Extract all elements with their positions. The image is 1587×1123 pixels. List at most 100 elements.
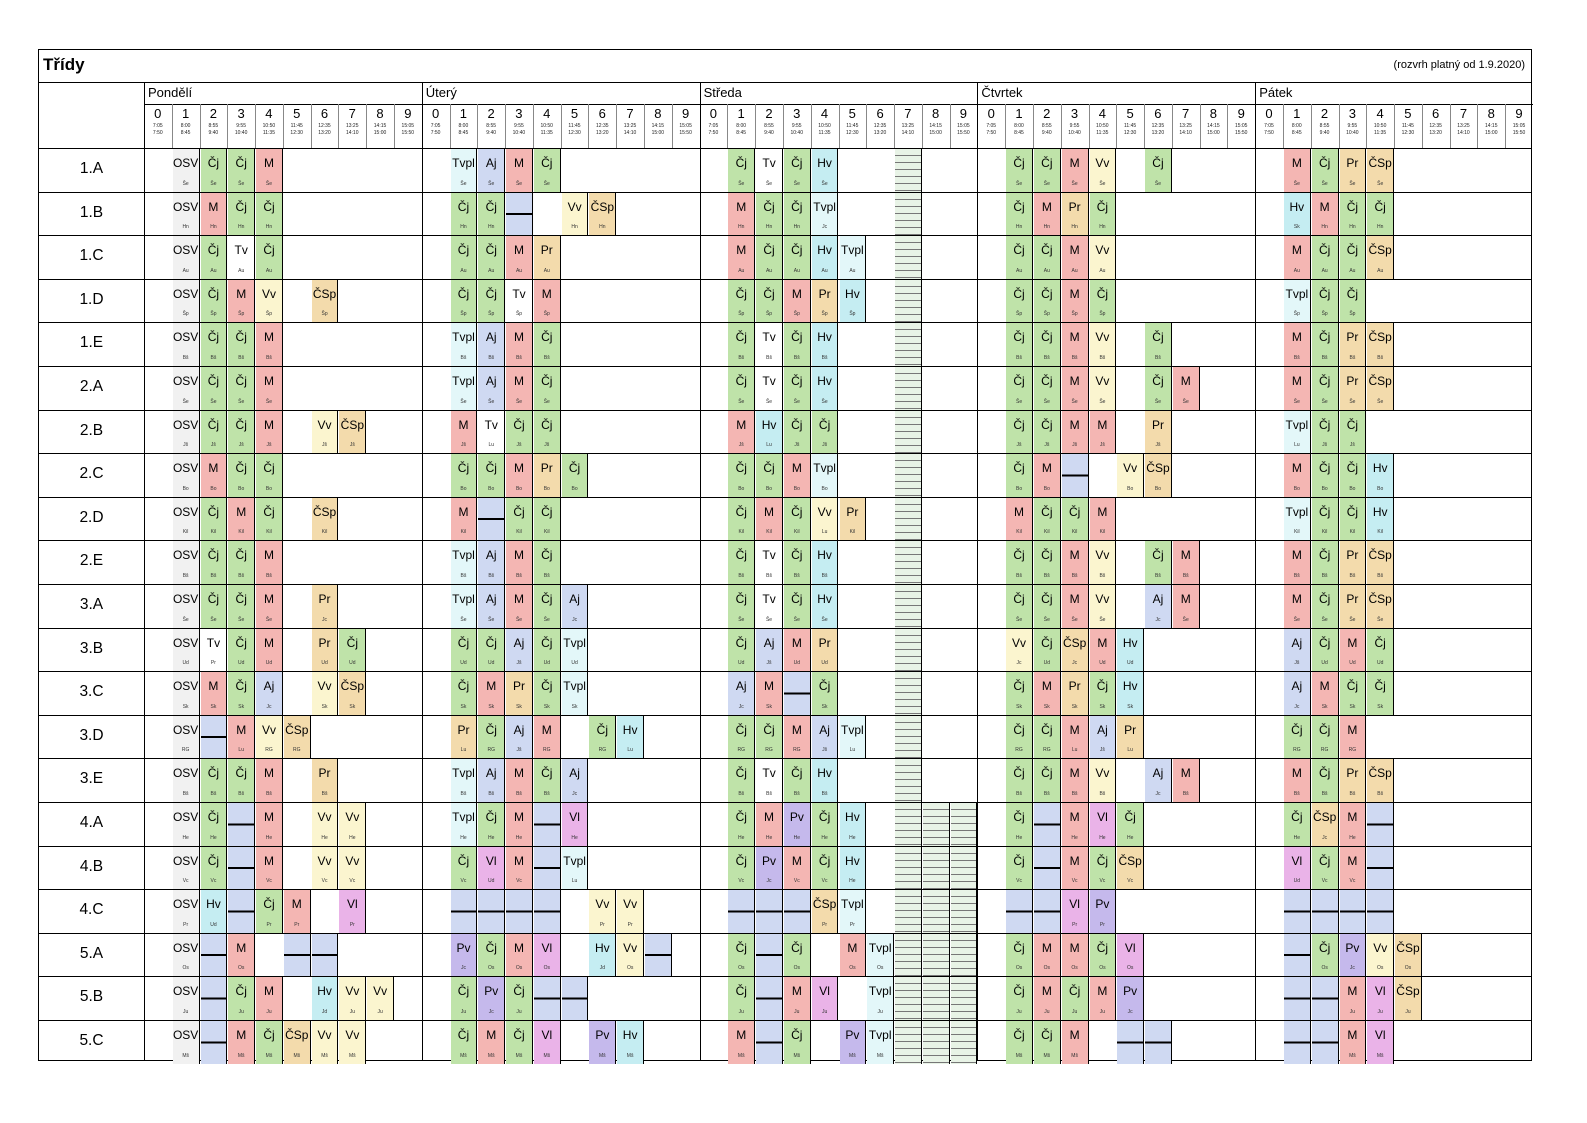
lesson-cell[interactable]: Čj Ud bbox=[533, 628, 561, 672]
split-lesson-cell[interactable] bbox=[561, 977, 589, 1020]
lesson-cell[interactable]: Vv Bš bbox=[1089, 759, 1117, 802]
lesson-cell[interactable]: Vv RG bbox=[256, 715, 283, 759]
lesson-cell[interactable]: Aj Jš bbox=[1089, 715, 1117, 759]
lesson-cell[interactable]: Pr Bš bbox=[311, 759, 339, 802]
lesson-cell[interactable]: Čj Šp bbox=[450, 279, 478, 323]
lesson-cell[interactable]: Čj Še bbox=[533, 149, 561, 192]
lesson-cell[interactable]: Čj Še bbox=[228, 585, 256, 628]
lesson-cell[interactable]: Čj Sk bbox=[1339, 672, 1367, 715]
lesson-cell[interactable]: ČSp Bš bbox=[1367, 323, 1395, 366]
lesson-cell[interactable]: Čj Jš bbox=[533, 410, 561, 454]
lesson-cell[interactable]: Pv Jc bbox=[756, 846, 783, 890]
lesson-cell[interactable]: ČSp Šp bbox=[311, 279, 339, 323]
lesson-cell[interactable]: M Mš bbox=[228, 1021, 256, 1064]
lesson-cell[interactable]: Aj Jš bbox=[506, 715, 533, 759]
lesson-cell[interactable]: M RG bbox=[1339, 715, 1367, 759]
lesson-cell[interactable]: M Še bbox=[1061, 367, 1089, 410]
lesson-cell[interactable]: M He bbox=[1339, 803, 1367, 846]
lesson-cell[interactable]: Vl Pr bbox=[339, 890, 367, 933]
lesson-cell[interactable]: Pr Jš bbox=[1145, 410, 1172, 454]
stacked-lesson-cell[interactable] bbox=[922, 803, 950, 846]
lesson-cell[interactable]: Aj Jc bbox=[1145, 759, 1172, 802]
lesson-cell[interactable]: Čj Bš bbox=[1311, 759, 1339, 802]
lesson-cell[interactable]: M Še bbox=[256, 367, 283, 410]
split-lesson-cell[interactable] bbox=[1367, 890, 1395, 933]
lesson-cell[interactable]: Čj RG bbox=[756, 715, 783, 759]
lesson-cell[interactable]: M Kil bbox=[228, 497, 256, 541]
lesson-cell[interactable]: M Vc bbox=[506, 846, 533, 890]
lesson-cell[interactable]: Čj He bbox=[1117, 803, 1145, 846]
split-lesson-cell[interactable] bbox=[200, 933, 228, 977]
lesson-cell[interactable]: Čj Še bbox=[1033, 585, 1061, 628]
lesson-cell[interactable]: M Sk bbox=[1033, 672, 1061, 715]
lesson-cell[interactable]: Čj Bš bbox=[1006, 759, 1033, 802]
lesson-cell[interactable]: M Mš bbox=[1061, 1021, 1089, 1064]
lesson-cell[interactable]: Čj Mš bbox=[1006, 1021, 1033, 1064]
lesson-cell[interactable]: Aj Jc bbox=[728, 672, 756, 715]
lesson-cell[interactable]: Aj Še bbox=[478, 585, 506, 628]
lesson-cell[interactable]: Čj Sk bbox=[450, 672, 478, 715]
lesson-cell[interactable]: Vl Ju bbox=[811, 977, 839, 1020]
lesson-cell[interactable]: Čj Au bbox=[1033, 236, 1061, 279]
lesson-cell[interactable]: M Bš bbox=[1283, 541, 1311, 584]
lesson-cell[interactable]: Vv Ju bbox=[339, 977, 367, 1020]
lesson-cell[interactable]: Vv Pr bbox=[589, 890, 617, 933]
lesson-cell[interactable]: Čj Šp bbox=[756, 279, 783, 323]
lesson-cell[interactable]: Čj RG bbox=[589, 715, 617, 759]
split-lesson-cell[interactable] bbox=[228, 803, 256, 846]
lesson-cell[interactable]: Čj Šp bbox=[1089, 279, 1117, 323]
lesson-cell[interactable]: OSV Kil bbox=[172, 497, 200, 541]
lesson-cell[interactable]: M Ju bbox=[256, 977, 283, 1020]
lesson-cell[interactable]: Čj Bš bbox=[533, 759, 561, 802]
lesson-cell[interactable]: Čj Še bbox=[783, 367, 811, 410]
lesson-cell[interactable]: Hv He bbox=[839, 803, 867, 846]
lesson-cell[interactable]: Hv Še bbox=[811, 149, 839, 192]
lesson-cell[interactable]: Čj Bš bbox=[228, 759, 256, 802]
lesson-cell[interactable]: Čj Bš bbox=[1033, 541, 1061, 584]
split-lesson-cell[interactable] bbox=[1367, 846, 1395, 890]
split-lesson-cell[interactable] bbox=[478, 890, 506, 933]
lesson-cell[interactable]: M Sk bbox=[756, 672, 783, 715]
lesson-cell[interactable]: Vv Os bbox=[617, 933, 645, 977]
lesson-cell[interactable]: M Hn bbox=[1033, 192, 1061, 236]
lesson-cell[interactable]: Čj Bo bbox=[228, 454, 256, 497]
split-lesson-cell[interactable] bbox=[1311, 1021, 1339, 1064]
lesson-cell[interactable]: M RG bbox=[783, 715, 811, 759]
lesson-cell[interactable]: Hv Šp bbox=[839, 279, 867, 323]
lesson-cell[interactable]: Pv Jc bbox=[450, 933, 478, 977]
lesson-cell[interactable]: Hv Bš bbox=[811, 541, 839, 584]
lesson-cell[interactable]: M Jš bbox=[1061, 410, 1089, 454]
lesson-cell[interactable]: ČSp Kil bbox=[311, 497, 339, 541]
lesson-cell[interactable]: Aj Še bbox=[478, 367, 506, 410]
lesson-cell[interactable]: M Os bbox=[1033, 933, 1061, 977]
lesson-cell[interactable]: M Ud bbox=[783, 628, 811, 672]
stacked-lesson-cell[interactable] bbox=[895, 367, 922, 410]
lesson-cell[interactable]: Aj Bš bbox=[478, 323, 506, 366]
stacked-lesson-cell[interactable] bbox=[950, 846, 978, 890]
lesson-cell[interactable]: Čj Bš bbox=[200, 323, 228, 366]
lesson-cell[interactable]: Pr Hn bbox=[1061, 192, 1089, 236]
lesson-cell[interactable]: M Bo bbox=[1283, 454, 1311, 497]
lesson-cell[interactable]: Čj Jš bbox=[1033, 410, 1061, 454]
lesson-cell[interactable]: Čj Še bbox=[1311, 585, 1339, 628]
lesson-cell[interactable]: Tvpl He bbox=[450, 803, 478, 846]
lesson-cell[interactable]: Tvpl Bo bbox=[811, 454, 839, 497]
lesson-cell[interactable]: Čj Os bbox=[783, 933, 811, 977]
lesson-cell[interactable]: Čj Še bbox=[228, 367, 256, 410]
lesson-cell[interactable]: Čj Še bbox=[1006, 367, 1033, 410]
lesson-cell[interactable]: M Os bbox=[506, 933, 533, 977]
stacked-lesson-cell[interactable] bbox=[950, 933, 978, 977]
lesson-cell[interactable]: ČSp Ju bbox=[1395, 977, 1422, 1020]
lesson-cell[interactable]: Tvpl Jc bbox=[811, 192, 839, 236]
lesson-cell[interactable]: Čj Jš bbox=[228, 410, 256, 454]
lesson-cell[interactable]: Čj Kil bbox=[1339, 497, 1367, 541]
stacked-lesson-cell[interactable] bbox=[922, 977, 950, 1020]
lesson-cell[interactable]: M Os bbox=[839, 933, 867, 977]
lesson-cell[interactable]: M Os bbox=[1061, 933, 1089, 977]
lesson-cell[interactable]: ČSp Sk bbox=[339, 672, 367, 715]
lesson-cell[interactable]: Aj Jš bbox=[756, 628, 783, 672]
lesson-cell[interactable]: Čj Ju bbox=[228, 977, 256, 1020]
lesson-cell[interactable]: M Bo bbox=[506, 454, 533, 497]
lesson-cell[interactable]: M He bbox=[256, 803, 283, 846]
lesson-cell[interactable]: M Au bbox=[1283, 236, 1311, 279]
